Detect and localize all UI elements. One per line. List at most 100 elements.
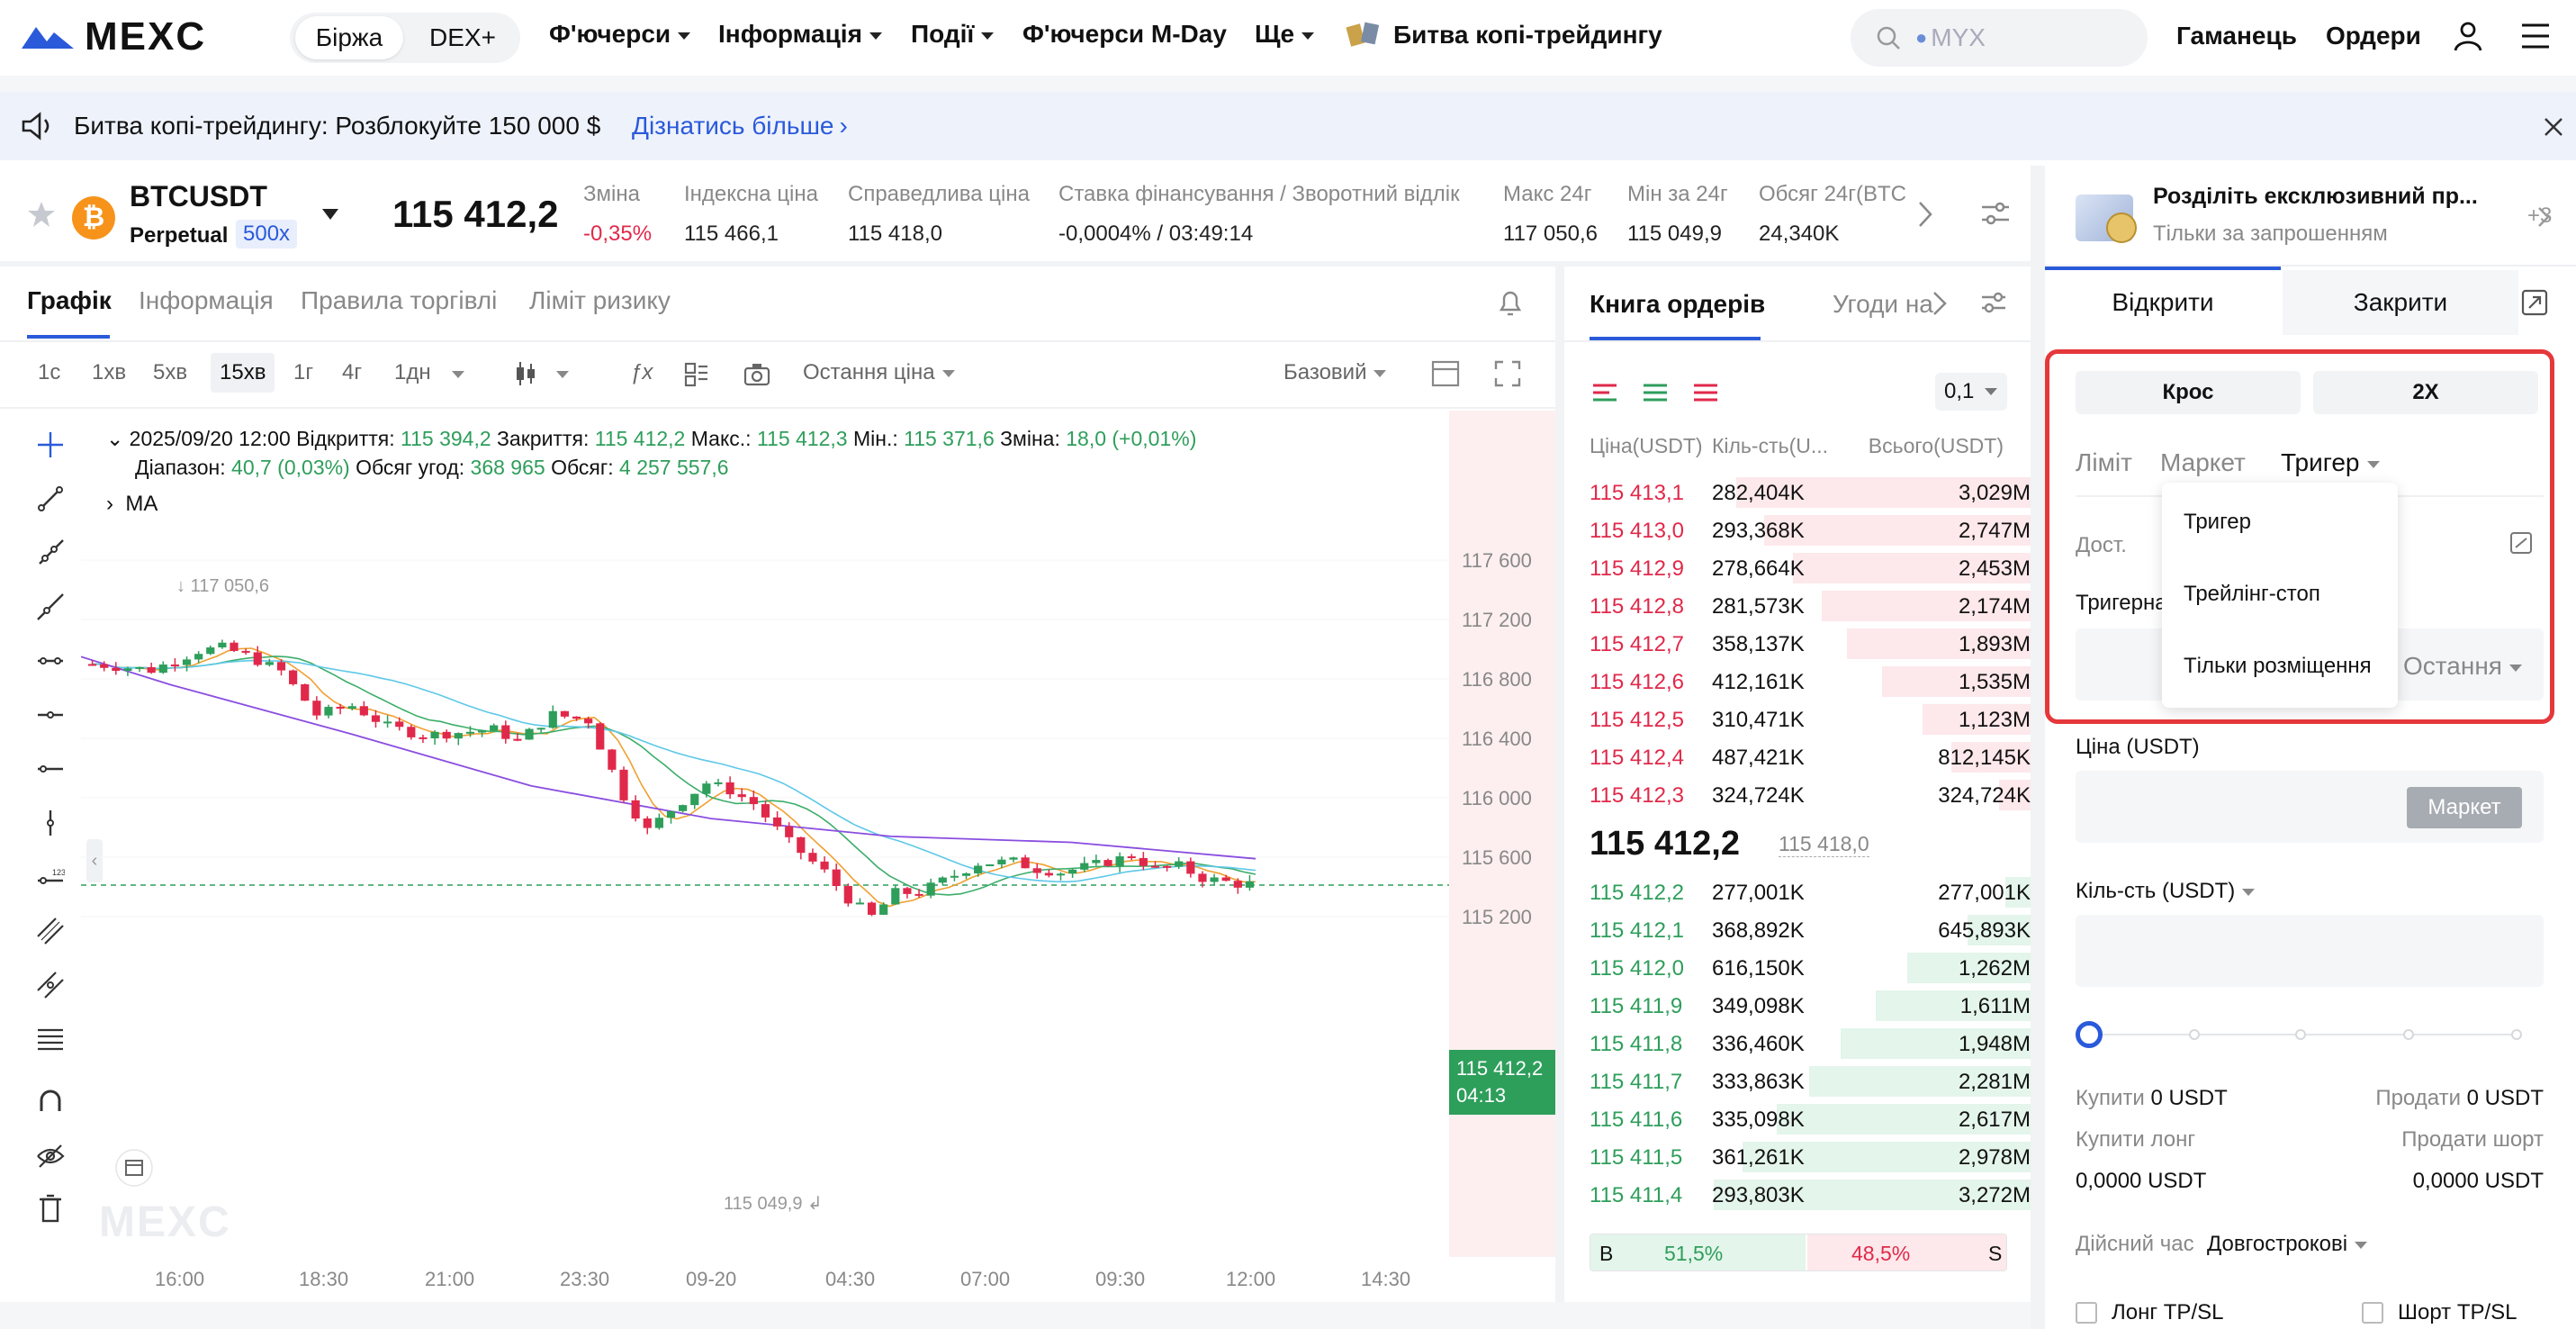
promo-title[interactable]: Розділіть ексклюзивний пр... [2153, 184, 2478, 209]
ask-row[interactable]: 115 412,5 310,471K 1,123M [1590, 701, 2031, 738]
ask-row[interactable]: 115 412,3 324,724K 324,724K [1590, 776, 2031, 814]
ask-row[interactable]: 115 413,0 293,368K 2,747M [1590, 511, 2031, 549]
star-icon[interactable] [27, 200, 56, 229]
chevron-down-icon[interactable] [556, 371, 569, 378]
ma-toggle[interactable]: › MA [106, 492, 158, 517]
book-both-icon[interactable] [1591, 382, 1618, 407]
magnet-icon[interactable] [36, 1088, 65, 1117]
bid-row[interactable]: 115 411,6 335,098K 2,617M [1590, 1100, 2031, 1138]
fullscreen-icon[interactable] [1494, 360, 1521, 387]
horizontal-line-icon[interactable] [36, 646, 65, 675]
close-icon[interactable] [2544, 117, 2563, 137]
interval-1s[interactable]: 1с [38, 360, 61, 384]
ask-row[interactable]: 115 412,9 278,664K 2,453M [1590, 549, 2031, 587]
settings-sliders-icon[interactable] [1980, 198, 2011, 229]
bell-icon[interactable] [1498, 288, 1523, 317]
candlestick-chart[interactable] [81, 411, 1555, 1257]
qty-unit-select[interactable]: Кіль-сть (USDT) [2076, 879, 2256, 904]
leverage-button[interactable]: 2X [2313, 371, 2538, 414]
price-type-select[interactable]: Остання ціна [803, 360, 955, 385]
search-input[interactable]: ● MYX [1851, 9, 2148, 67]
nav-copy-battle[interactable]: Битва копі-трейдингу [1345, 20, 1662, 50]
user-icon[interactable] [2452, 20, 2484, 52]
mexc-logo[interactable]: MEXC [20, 14, 206, 59]
tab-exchange[interactable]: Біржа [295, 16, 403, 59]
indicators-icon[interactable]: ƒx [630, 360, 653, 384]
wallet-link[interactable]: Гаманець [2176, 22, 2297, 50]
tab-order-book[interactable]: Книга ордерів [1590, 290, 1766, 318]
tab-open[interactable]: Відкрити [2112, 288, 2214, 316]
slider-thumb[interactable] [2076, 1021, 2103, 1048]
orders-link[interactable]: Ордери [2326, 22, 2421, 50]
interval-1d[interactable]: 1дн [394, 360, 431, 384]
interval-1h[interactable]: 1г [293, 360, 314, 384]
bid-row[interactable]: 115 411,9 349,098K 1,611M [1590, 987, 2031, 1025]
tab-trading-rules[interactable]: Правила торгівлі [301, 286, 498, 314]
long-tpsl-checkbox[interactable] [2076, 1302, 2097, 1324]
ask-row[interactable]: 115 413,1 282,404K 3,029M [1590, 474, 2031, 511]
book-asks-icon[interactable] [1692, 382, 1719, 407]
chevron-down-icon[interactable]: ⌄ [106, 427, 124, 450]
banner-link[interactable]: Дізнатись більше › [632, 112, 848, 140]
fib-retracement-icon[interactable] [36, 1025, 65, 1053]
layout-icon[interactable] [1431, 360, 1460, 387]
short-tpsl-checkbox[interactable] [2362, 1302, 2383, 1324]
trigger-price-type[interactable]: Остання [2403, 652, 2522, 681]
qty-input[interactable] [2076, 915, 2544, 987]
settings-sliders-icon[interactable] [1980, 288, 2007, 317]
vertical-line-icon[interactable] [36, 809, 65, 837]
view-select[interactable]: Базовий [1283, 360, 1387, 385]
bid-row[interactable]: 115 412,1 368,892K 645,893K [1590, 911, 2031, 949]
calculator-icon[interactable] [2520, 288, 2549, 317]
nav-more[interactable]: Ще [1255, 20, 1315, 49]
info-line-icon[interactable] [36, 755, 65, 783]
dropdown-item-trailing-stop[interactable]: Трейлінг-стоп [2184, 582, 2320, 606]
ask-row[interactable]: 115 412,4 487,421K 812,145K [1590, 738, 2031, 776]
nav-futures[interactable]: Ф'ючерси [549, 20, 691, 49]
tick-size-select[interactable]: 0,1 [1935, 373, 2007, 411]
collapse-toolbar-icon[interactable]: ‹ [86, 839, 103, 882]
trendline-icon[interactable] [36, 484, 65, 513]
candle-type-icon[interactable] [513, 360, 544, 387]
ask-row[interactable]: 115 412,6 412,161K 1,535M [1590, 663, 2031, 701]
nav-events[interactable]: Події [911, 20, 995, 49]
pitchfork-icon[interactable] [36, 971, 65, 999]
bid-row[interactable]: 115 411,5 361,261K 2,978M [1590, 1138, 2031, 1176]
price-line-icon[interactable]: 123 [36, 863, 65, 891]
replay-icon[interactable] [115, 1149, 153, 1187]
extended-line-icon[interactable] [36, 592, 65, 621]
ask-row[interactable]: 115 412,8 281,573K 2,174M [1590, 587, 2031, 625]
order-type-trigger[interactable]: Тригер [2281, 448, 2380, 477]
template-icon[interactable] [684, 362, 709, 387]
order-type-limit[interactable]: Ліміт [2076, 448, 2132, 476]
transfer-icon[interactable] [2509, 531, 2533, 555]
dropdown-item-post-only[interactable]: Тільки розміщення [2184, 654, 2372, 678]
chevron-right-icon[interactable] [2536, 205, 2551, 229]
tif-select[interactable]: Довгострокові [2207, 1232, 2368, 1257]
trash-icon[interactable] [38, 1194, 63, 1223]
bid-row[interactable]: 115 411,8 336,460K 1,948M [1590, 1025, 2031, 1062]
market-price-button[interactable]: Маркет [2407, 787, 2522, 828]
menu-icon[interactable] [2520, 22, 2551, 50]
chevron-right-icon[interactable] [1917, 200, 1933, 229]
interval-1m[interactable]: 1хв [92, 360, 127, 384]
margin-mode-button[interactable]: Крос [2076, 371, 2301, 414]
tab-dex[interactable]: DEX+ [429, 23, 496, 51]
symbol-name[interactable]: BTCUSDT [130, 180, 267, 212]
dropdown-item-trigger[interactable]: Тригер [2184, 510, 2251, 534]
ray-icon[interactable] [36, 538, 65, 567]
bid-row[interactable]: 115 411,7 333,863K 2,281M [1590, 1062, 2031, 1100]
tab-chart[interactable]: Графік [27, 286, 112, 314]
symbol-dropdown-icon[interactable] [322, 209, 338, 220]
horizontal-ray-icon[interactable] [36, 701, 65, 729]
interval-4h[interactable]: 4г [342, 360, 363, 384]
bid-row[interactable]: 115 411,4 293,803K 3,272M [1590, 1176, 2031, 1214]
tab-close[interactable]: Закрити [2283, 270, 2518, 335]
tab-info[interactable]: Інформація [139, 286, 274, 314]
order-type-market[interactable]: Маркет [2160, 448, 2246, 476]
chevron-down-icon[interactable] [452, 371, 464, 378]
camera-icon[interactable] [743, 362, 770, 387]
hide-drawings-icon[interactable] [36, 1142, 65, 1171]
nav-futures-mday[interactable]: Ф'ючерси M-Day [1022, 20, 1227, 48]
bid-row[interactable]: 115 412,0 616,150K 1,262M [1590, 949, 2031, 987]
